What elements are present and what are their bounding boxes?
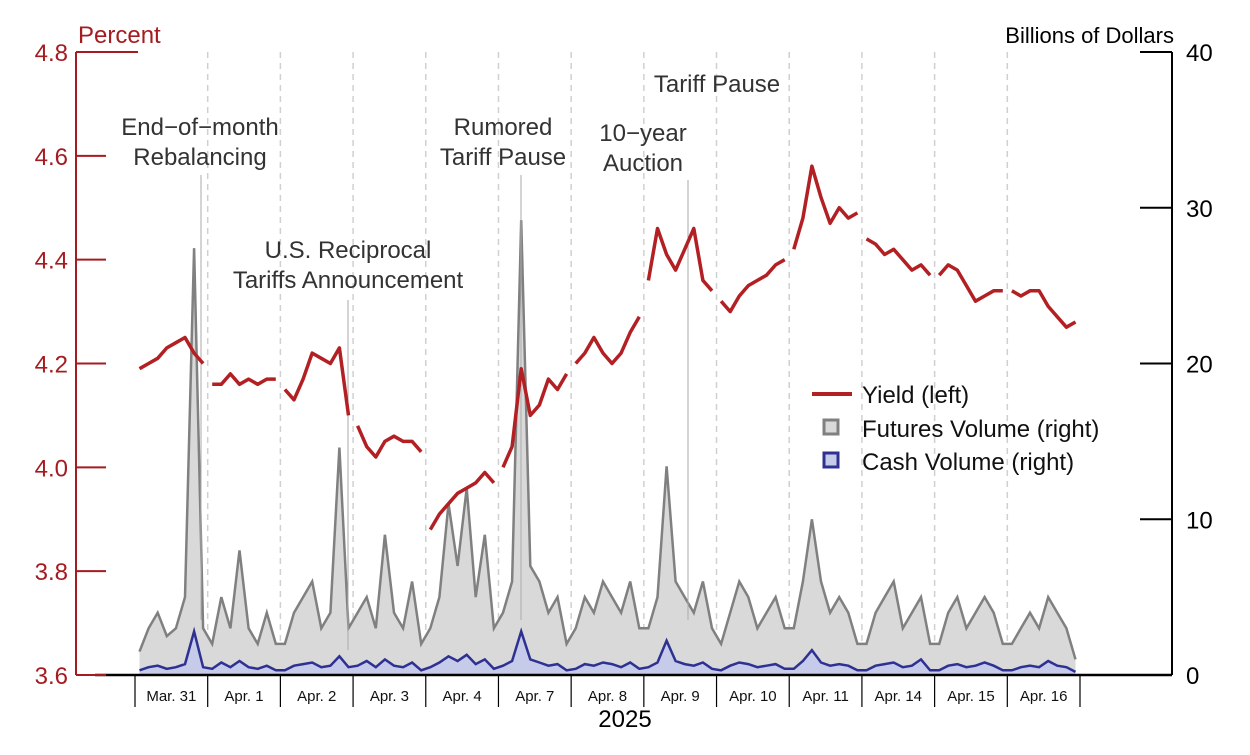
annotation-lines [200, 175, 689, 650]
yield-line [138, 164, 1077, 531]
left-axis-label: Percent [78, 22, 161, 49]
x-tick-label: Apr. 11 [802, 688, 848, 705]
legend-futures-label: Futures Volume (right) [862, 416, 1099, 443]
annotation-text: End−of−month [121, 114, 278, 141]
futures-volume-area-line [138, 220, 1077, 660]
x-tick-label: Apr. 9 [661, 688, 700, 705]
yield-segment [501, 366, 569, 469]
annotation-text: Tariff Pause [440, 144, 566, 171]
x-axis-label: 2025 [598, 706, 651, 733]
legend-futures-swatch [822, 418, 840, 436]
annotation-text: Rebalancing [133, 144, 266, 171]
yield-segment [646, 226, 714, 292]
cash-volume-area-line [139, 626, 1077, 674]
left-tick-label: 4.4 [35, 248, 68, 275]
yield-segment [428, 470, 496, 531]
x-tick-label: Apr. 14 [874, 688, 922, 705]
x-tick-label: Apr. 10 [729, 688, 777, 705]
yield-segment [574, 315, 641, 366]
legend-cash-swatch [822, 451, 840, 469]
x-tick-label: Apr. 7 [515, 688, 554, 705]
left-tick-label: 4.0 [35, 455, 68, 482]
axes: Mar. 31 Apr. 1 Apr. 2 Apr. 3 Apr. 4 Apr. 7 Apr… [35, 40, 1213, 707]
x-tick-label: Apr. 16 [1020, 688, 1068, 705]
annotations: End−of−month Rebalancing U.S. Reciprocal Ta… [121, 71, 780, 294]
legend-cash-label: Cash Volume (right) [862, 449, 1074, 476]
x-tick-label: Apr. 3 [370, 688, 409, 705]
yield-segment [212, 372, 276, 387]
x-tick-label: Apr. 8 [588, 688, 627, 705]
right-tick-label: 30 [1186, 196, 1213, 223]
left-tick-label: 4.2 [35, 352, 68, 379]
futures-volume-area-fill [139, 220, 1076, 675]
yield-segment [865, 237, 932, 277]
x-tick-label: Apr. 2 [297, 688, 336, 705]
yield-segment [937, 263, 1003, 303]
yield-segment [1011, 289, 1077, 329]
cash-volume-area-fill [139, 631, 1076, 675]
left-tick-label: 3.8 [35, 559, 68, 586]
gridlines [206, 52, 1009, 675]
annotation-text: U.S. Reciprocal [265, 237, 432, 264]
legend: Yield (left) Futures Volume (right) Cash… [812, 382, 1099, 476]
left-tick-label: 3.6 [35, 663, 68, 690]
annotation-text: Tariff Pause [654, 71, 780, 98]
right-tick-label: 0 [1186, 663, 1199, 690]
annotation-text: Rumored [454, 114, 553, 141]
yield-segment [719, 258, 786, 314]
x-tick-label: Mar. 31 [146, 688, 196, 705]
left-tick-label: 4.6 [35, 144, 68, 171]
annotation-text: Tariffs Announcement [233, 267, 464, 294]
right-tick-label: 40 [1186, 40, 1213, 67]
volume-areas [138, 220, 1077, 675]
right-tick-label: 20 [1186, 352, 1213, 379]
annotation-text: Auction [603, 150, 683, 177]
right-axis-label: Billions of Dollars [1005, 23, 1174, 48]
right-tick-label: 10 [1186, 507, 1213, 534]
left-tick-label: 4.8 [35, 40, 68, 67]
x-tick-label: Apr. 1 [224, 688, 263, 705]
legend-yield-label: Yield (left) [862, 382, 969, 409]
yield-segment [283, 346, 351, 416]
yield-segment [792, 164, 859, 250]
yield-segment [355, 425, 423, 459]
x-tick-label: Apr. 4 [443, 688, 482, 705]
yield-segment [138, 335, 205, 371]
x-tick-label: Apr. 15 [947, 688, 995, 705]
annotation-text: 10−year [599, 120, 686, 147]
